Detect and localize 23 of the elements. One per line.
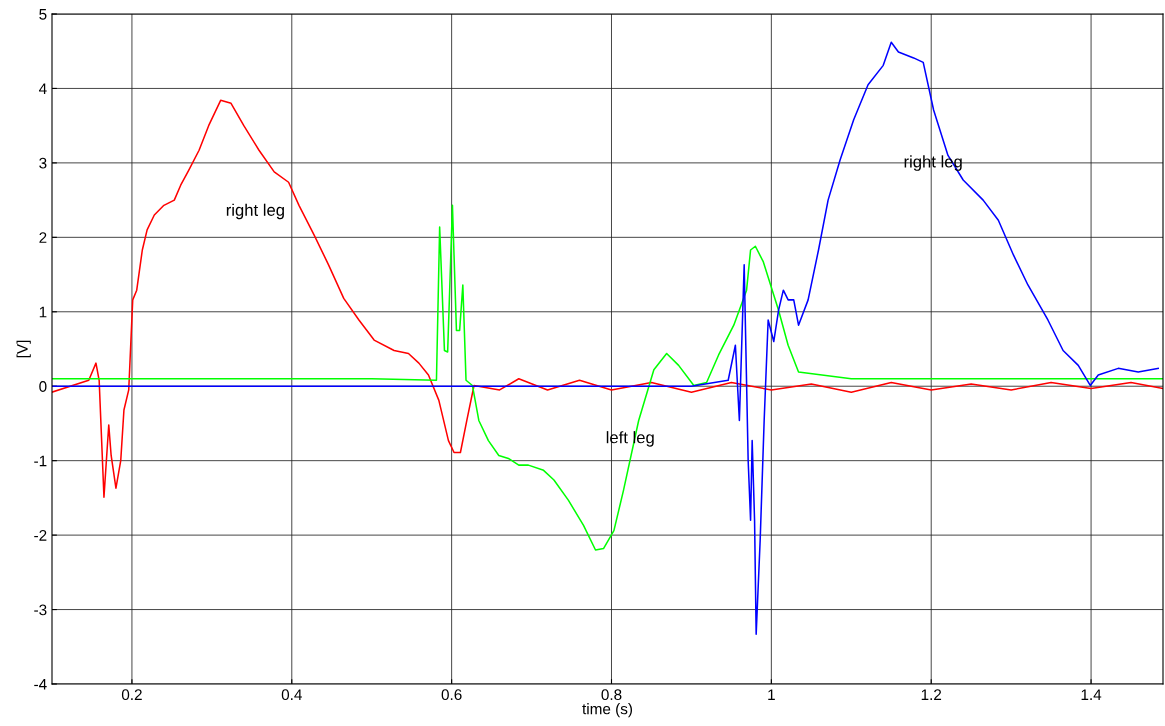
x-tick-label: 0.6 (441, 689, 462, 701)
x-tick-label: 0.4 (281, 689, 302, 701)
y-axis-title: [V] (16, 340, 31, 358)
line-series (52, 41, 1159, 635)
line-series (52, 99, 1163, 498)
x-tick-label: 1 (768, 689, 775, 700)
y-tick-label: 3 (39, 157, 47, 169)
series-label: right leg (226, 203, 284, 220)
y-tick-label: -4 (34, 679, 47, 690)
x-tick-label: 1.4 (1081, 689, 1102, 700)
y-tick-label: -3 (34, 604, 47, 616)
y-tick-label: 0 (39, 381, 47, 392)
x-tick-label: 1.2 (921, 689, 942, 700)
line-series (52, 204, 1163, 551)
x-axis-title: time (s) (582, 703, 633, 718)
y-tick-label: 5 (39, 9, 47, 20)
y-tick-label: -2 (34, 529, 47, 541)
y-tick-label: 2 (39, 232, 47, 243)
y-tick-label: 1 (39, 306, 47, 318)
x-tick-label: 0.2 (121, 689, 142, 701)
x-tick-label: 0.8 (601, 689, 622, 701)
y-tick-label: -1 (34, 455, 47, 467)
y-tick-label: 4 (38, 83, 47, 94)
